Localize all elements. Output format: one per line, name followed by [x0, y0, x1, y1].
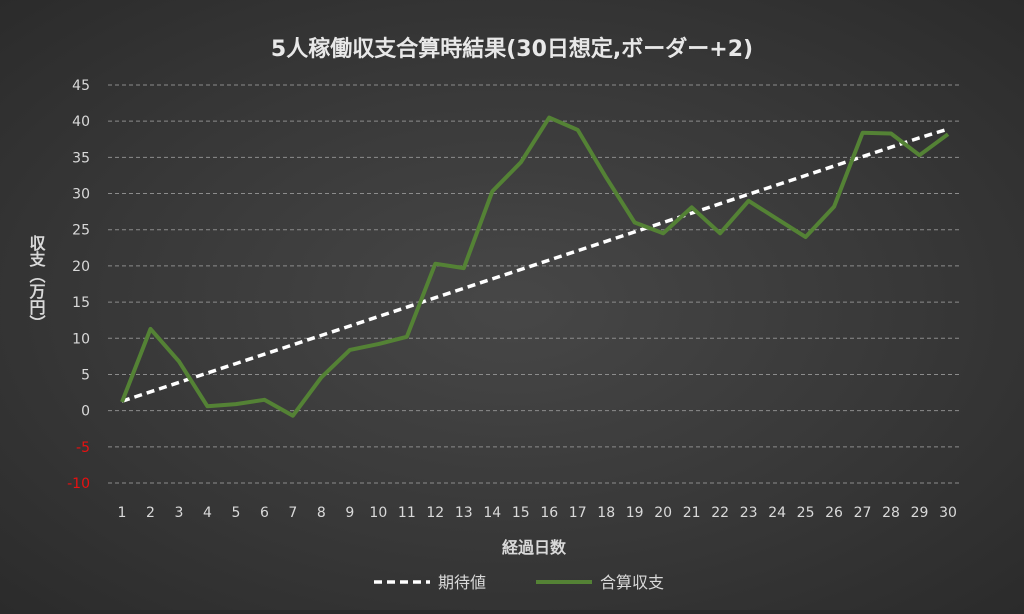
x-tick-label: 26: [825, 505, 843, 521]
x-axis-label: 経過日数: [502, 538, 567, 557]
x-tick-label: 8: [317, 505, 326, 521]
y-axis-label: 収支（万円）: [27, 235, 47, 331]
x-tick-label: 4: [203, 505, 212, 521]
series-line-2: [120, 115, 950, 418]
x-tick-label: 10: [369, 505, 387, 521]
series-line-1: [121, 127, 949, 403]
x-tick-label: 3: [175, 505, 184, 521]
x-tick-label: 2: [146, 505, 155, 521]
x-tick-label: 19: [626, 505, 644, 521]
x-axis-ticks: 1 2 3 4 5 6 7 8 9 10 11 12 13 14 15 16 17 18 19 20 21 22 23 24 2…: [118, 505, 957, 521]
y-axis-ticks: -10 -5 0 5 10 15 20 25 30 35 40 45: [67, 78, 90, 492]
x-tick-label: 5: [231, 505, 240, 521]
y-tick-label: 15: [72, 295, 90, 311]
x-tick-label: 27: [854, 505, 872, 521]
legend: 期待値 合算収支: [374, 573, 664, 592]
chart-title: 5人稼働収支合算時結果(30日想定,ボーダー+2): [271, 36, 753, 62]
x-tick-label: 16: [540, 505, 558, 521]
x-tick-label: 21: [683, 505, 701, 521]
x-tick-label: 25: [797, 505, 815, 521]
x-tick-label: 23: [740, 505, 758, 521]
y-tick-label: 20: [72, 259, 90, 275]
x-tick-label: 24: [768, 505, 786, 521]
x-tick-label: 17: [569, 505, 587, 521]
y-tick-label: 40: [72, 114, 90, 130]
x-tick-label: 22: [711, 505, 729, 521]
x-tick-label: 6: [260, 505, 269, 521]
x-tick-label: 29: [911, 505, 929, 521]
x-tick-label: 18: [597, 505, 615, 521]
x-tick-label: 13: [455, 505, 473, 521]
x-tick-label: 30: [939, 505, 957, 521]
x-tick-label: 1: [118, 505, 127, 521]
legend-label-2: 合算収支: [600, 573, 664, 592]
y-tick-label: -10: [67, 476, 90, 492]
y-tick-label: 35: [72, 150, 90, 166]
y-tick-label: -5: [76, 440, 90, 456]
y-tick-label: 5: [81, 367, 90, 383]
y-tick-label: 45: [72, 78, 90, 94]
y-tick-label: 30: [72, 187, 90, 203]
legend-label-1: 期待値: [438, 573, 486, 592]
gridlines: [108, 84, 962, 484]
x-tick-label: 28: [882, 505, 900, 521]
y-tick-label: 0: [81, 404, 90, 420]
y-tick-label: 25: [72, 223, 90, 239]
x-tick-label: 20: [654, 505, 672, 521]
x-tick-label: 12: [426, 505, 444, 521]
x-tick-label: 15: [512, 505, 530, 521]
x-tick-label: 7: [288, 505, 297, 521]
y-tick-label: 10: [72, 331, 90, 347]
x-tick-label: 9: [345, 505, 354, 521]
x-tick-label: 14: [483, 505, 501, 521]
series-lines: [120, 115, 950, 418]
x-tick-label: 11: [398, 505, 416, 521]
